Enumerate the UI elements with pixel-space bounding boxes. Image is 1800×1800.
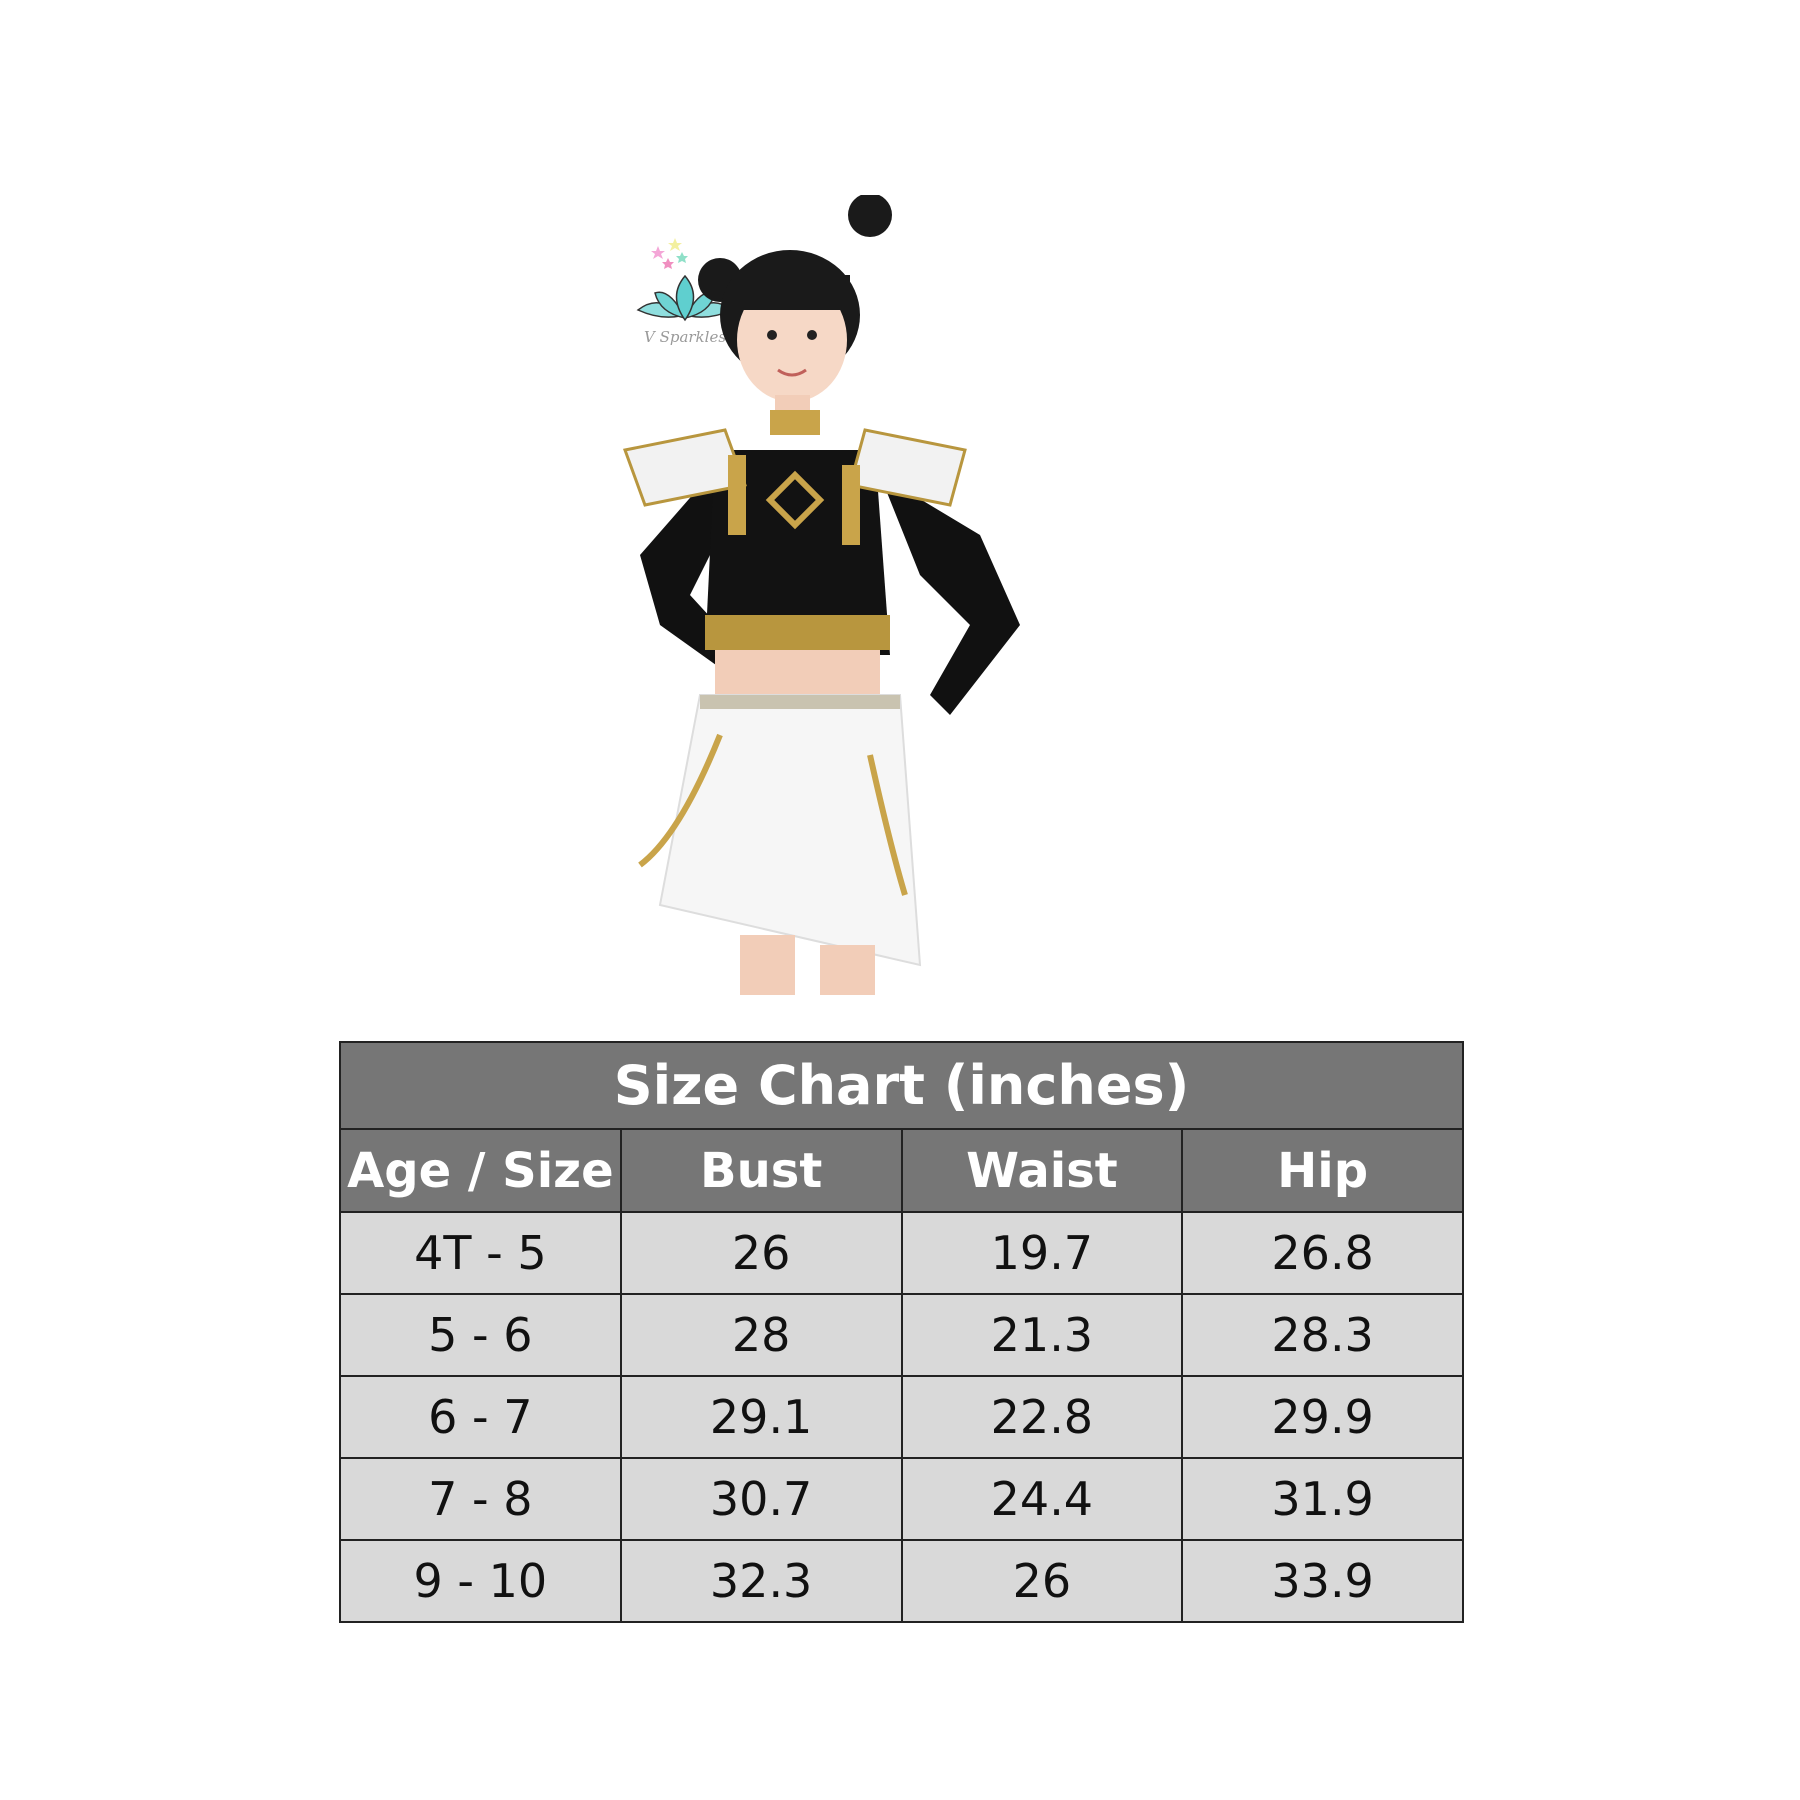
column-header-waist: Waist xyxy=(900,1128,1184,1213)
table-row: 6 - 7 29.1 22.8 29.9 xyxy=(339,1375,1464,1459)
size-chart-table: Size Chart (inches) Age / Size Bust Wais… xyxy=(339,1041,1464,1623)
cell-hip: 29.9 xyxy=(1181,1375,1464,1459)
table-row: 4T - 5 26 19.7 26.8 xyxy=(339,1211,1464,1295)
size-chart-title: Size Chart (inches) xyxy=(339,1041,1464,1130)
cell-waist: 21.3 xyxy=(900,1293,1184,1377)
product-photo xyxy=(620,193,1150,995)
brand-logo: V Sparkles xyxy=(630,238,740,358)
cell-waist: 26 xyxy=(900,1539,1184,1623)
table-header-row: Age / Size Bust Waist Hip xyxy=(339,1128,1464,1213)
cell-bust: 32.3 xyxy=(619,1539,903,1623)
lotus-icon xyxy=(636,238,734,322)
cell-size: 9 - 10 xyxy=(339,1539,622,1623)
cell-hip: 31.9 xyxy=(1181,1457,1464,1541)
table-row: 7 - 8 30.7 24.4 31.9 xyxy=(339,1457,1464,1541)
cell-hip: 26.8 xyxy=(1181,1211,1464,1295)
table-row: 5 - 6 28 21.3 28.3 xyxy=(339,1293,1464,1377)
logo-text: V Sparkles xyxy=(643,328,727,346)
cell-hip: 28.3 xyxy=(1181,1293,1464,1377)
cell-waist: 19.7 xyxy=(900,1211,1184,1295)
cell-waist: 22.8 xyxy=(900,1375,1184,1459)
column-header-age-size: Age / Size xyxy=(339,1128,622,1213)
cell-size: 4T - 5 xyxy=(339,1211,622,1295)
child-costume-photo-icon xyxy=(622,193,1020,995)
cell-size: 6 - 7 xyxy=(339,1375,622,1459)
cell-bust: 28 xyxy=(619,1293,903,1377)
cell-waist: 24.4 xyxy=(900,1457,1184,1541)
cell-size: 5 - 6 xyxy=(339,1293,622,1377)
column-header-bust: Bust xyxy=(619,1128,903,1213)
cell-bust: 29.1 xyxy=(619,1375,903,1459)
table-row: 9 - 10 32.3 26 33.9 xyxy=(339,1539,1464,1623)
cell-size: 7 - 8 xyxy=(339,1457,622,1541)
cell-bust: 26 xyxy=(619,1211,903,1295)
cell-hip: 33.9 xyxy=(1181,1539,1464,1623)
column-header-hip: Hip xyxy=(1181,1128,1464,1213)
cell-bust: 30.7 xyxy=(619,1457,903,1541)
